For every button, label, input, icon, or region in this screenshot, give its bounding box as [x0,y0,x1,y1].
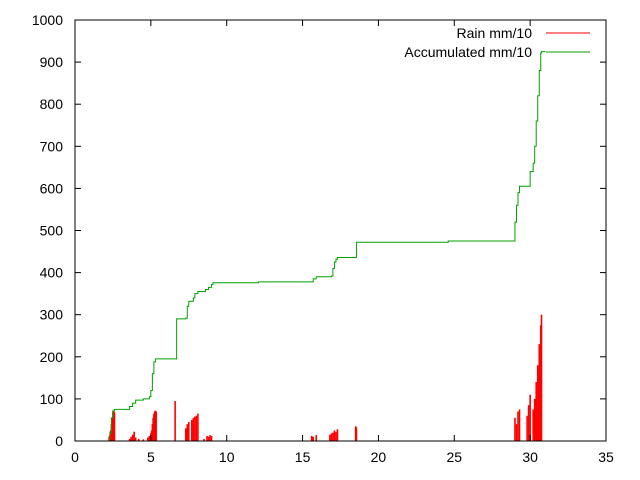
y-tick-label: 500 [40,223,64,239]
plot-frame [74,19,607,442]
axes: 0 5 10 15 20 25 30 35 0 100 200 300 400 500 600 700 800 9… [32,12,614,465]
y-tick-label: 400 [40,265,64,281]
legend-label-rain: Rain mm/10 [457,25,533,41]
plot-area [108,51,546,442]
x-tick-label: 15 [295,449,311,465]
x-tick-label: 5 [147,449,155,465]
x-tick-label: 0 [71,449,79,465]
x-tick-label: 20 [371,449,387,465]
y-tick-label: 600 [40,180,64,196]
x-tick-label: 25 [446,449,462,465]
y-tick-label: 900 [40,54,64,70]
series-accumulated-line [108,51,546,442]
x-tick-label: 35 [598,449,614,465]
y-tick-label: 1000 [32,12,63,28]
legend-label-accumulated: Accumulated mm/10 [404,44,532,60]
y-tick-label: 800 [40,96,64,112]
y-tick-label: 100 [40,391,64,407]
y-tick-label: 300 [40,307,64,323]
x-tick-label: 30 [522,449,538,465]
legend: Rain mm/10 Accumulated mm/10 [404,25,590,60]
x-tick-label: 10 [219,449,235,465]
series-rain [108,314,543,441]
y-tick-label: 700 [40,138,64,154]
y-tick-label: 0 [55,433,63,449]
y-tick-label: 200 [40,349,64,365]
